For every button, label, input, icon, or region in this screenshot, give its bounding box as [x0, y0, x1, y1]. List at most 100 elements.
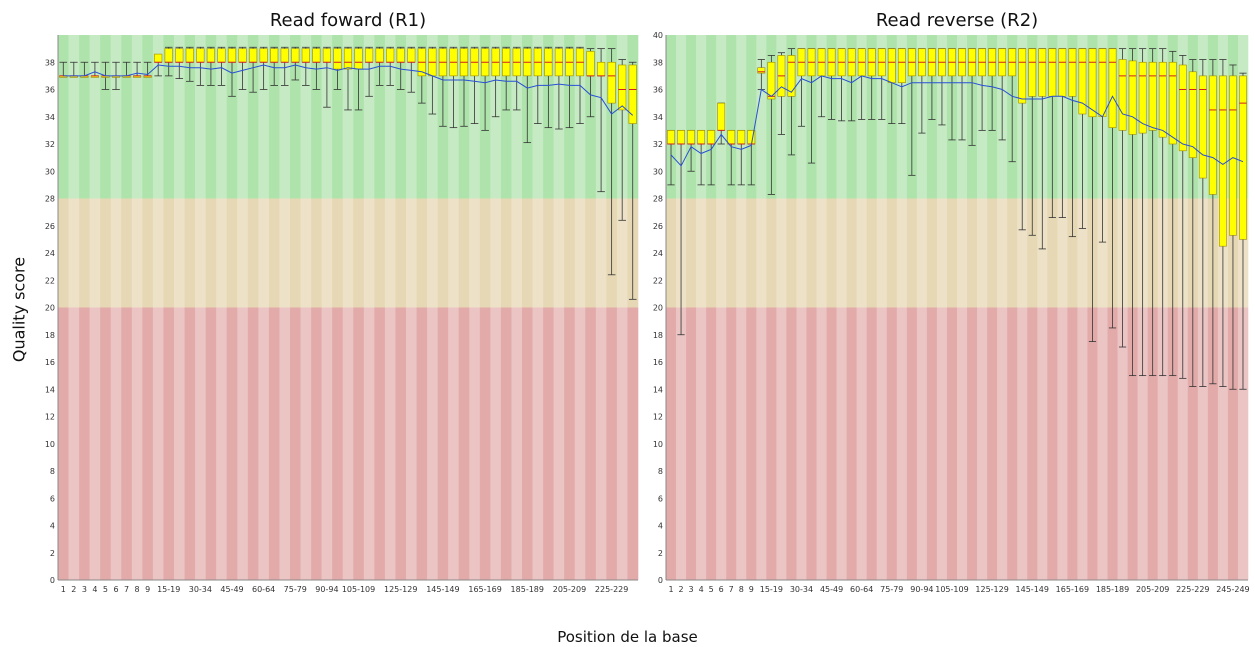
box-65-69: [867, 48, 876, 120]
y-tick-label: 36: [45, 86, 55, 95]
zone-poor-stripe: [437, 307, 449, 580]
zone-ok-stripe: [184, 198, 196, 308]
x-tick-label: 90-94: [910, 585, 933, 594]
box-65-69: [270, 46, 279, 86]
zone-ok-stripe: [363, 198, 375, 308]
zone-poor-stripe: [68, 307, 80, 580]
y-tick-label: 8: [50, 467, 55, 476]
zone-ok-stripe: [1047, 198, 1058, 308]
zone-poor-stripe: [627, 307, 639, 580]
zone-poor-stripe: [1007, 307, 1018, 580]
zone-poor-stripe: [363, 307, 375, 580]
box-100-104: [938, 48, 946, 126]
box-9: [143, 61, 152, 78]
zone-poor-stripe: [1087, 307, 1098, 580]
zone-poor-stripe: [384, 307, 396, 580]
zone-ok-stripe: [152, 198, 164, 308]
x-tick-label: 225-229: [1176, 585, 1209, 594]
x-tick-label: 30-34: [189, 585, 212, 594]
zone-poor-stripe: [500, 307, 512, 580]
iqr-box: [1028, 48, 1037, 97]
x-tick-label: 7: [124, 585, 129, 594]
zone-ok-stripe: [716, 198, 727, 308]
box-4: [90, 61, 100, 78]
zone-poor-stripe: [686, 307, 697, 580]
y-tick-label: 14: [653, 385, 663, 394]
zone-poor-stripe: [406, 307, 417, 580]
zone-ok-stripe: [806, 198, 817, 308]
x-tick-label: 165-169: [468, 585, 501, 594]
zone-ok-stripe: [876, 198, 888, 308]
zone-good-stripe: [89, 35, 101, 199]
box-40-44: [217, 46, 226, 86]
x-axis-label: Position de la base: [557, 628, 698, 646]
x-tick-label: 6: [719, 585, 724, 594]
zone-poor-stripe: [131, 307, 143, 580]
iqr-box: [217, 48, 226, 63]
zone-good-stripe: [756, 35, 767, 199]
box-185-189: [1108, 48, 1117, 329]
zone-poor-stripe: [1177, 307, 1189, 580]
iqr-box: [677, 130, 685, 145]
box-205-209: [1148, 48, 1157, 377]
zone-ok-stripe: [142, 198, 154, 308]
iqr-box: [687, 130, 695, 145]
zone-ok-stripe: [89, 198, 101, 308]
iqr-box: [1178, 64, 1187, 152]
iqr-box: [1208, 75, 1217, 195]
iqr-box: [312, 48, 321, 63]
box-130-134: [407, 46, 416, 93]
zone-ok-stripe: [68, 198, 80, 308]
box-85-89: [312, 46, 321, 90]
box-225-229: [1188, 59, 1197, 387]
zone-ok-stripe: [866, 198, 878, 308]
zone-ok-stripe: [353, 198, 365, 308]
zone-poor-stripe: [1137, 307, 1148, 580]
iqr-box: [1038, 48, 1047, 97]
zone-poor-stripe: [1027, 307, 1038, 580]
zone-ok-stripe: [1097, 198, 1108, 308]
box-100-104: [343, 46, 353, 111]
y-tick-label: 36: [653, 86, 663, 95]
box-150-154: [449, 46, 458, 129]
zone-poor-stripe: [1077, 307, 1088, 580]
box-130-134: [998, 48, 1007, 141]
zone-ok-stripe: [395, 198, 407, 308]
y-tick-label: 12: [45, 413, 55, 422]
iqr-box: [185, 48, 194, 63]
box-170-174: [491, 46, 500, 118]
zone-poor-stripe: [205, 307, 217, 580]
box-1: [667, 129, 675, 186]
zone-ok-stripe: [237, 198, 249, 308]
zone-good-stripe: [416, 35, 428, 199]
box-105-109: [948, 48, 956, 141]
zone-good-stripe: [746, 35, 757, 199]
zone-poor-stripe: [1197, 307, 1209, 580]
zone-poor-stripe: [237, 307, 249, 580]
zone-poor-stripe: [1147, 307, 1158, 580]
zone-poor-stripe: [967, 307, 978, 580]
zone-poor-stripe: [1227, 307, 1239, 580]
box-170-174: [1078, 48, 1087, 229]
zone-ok-stripe: [977, 198, 988, 308]
zone-ok-stripe: [666, 198, 677, 308]
x-tick-label: 8: [135, 585, 140, 594]
zone-poor-stripe: [876, 307, 888, 580]
zone-poor-stripe: [906, 307, 918, 580]
zone-ok-stripe: [1007, 198, 1018, 308]
zone-poor-stripe: [1237, 307, 1249, 580]
box-210-214: [1158, 48, 1167, 377]
iqr-box: [1188, 71, 1197, 158]
zone-good-stripe: [395, 35, 407, 199]
zone-ok-stripe: [616, 198, 628, 308]
box-35-39: [206, 46, 216, 86]
zone-poor-stripe: [816, 307, 827, 580]
box-225-229: [607, 48, 616, 276]
zone-ok-stripe: [247, 198, 259, 308]
zone-poor-stripe: [279, 307, 291, 580]
zone-good-stripe: [321, 35, 333, 199]
zone-good-stripe: [268, 35, 280, 199]
box-5: [707, 129, 716, 186]
zone-poor-stripe: [258, 307, 270, 580]
box-140-144: [1018, 48, 1027, 231]
